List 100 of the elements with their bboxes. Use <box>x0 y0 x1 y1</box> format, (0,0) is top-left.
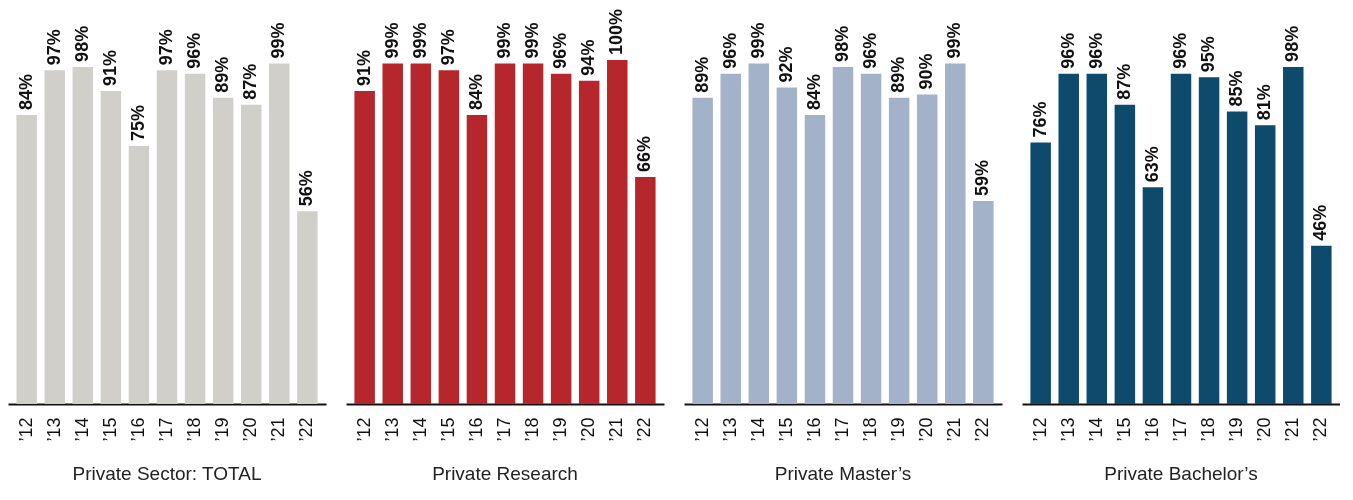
bar <box>888 97 910 404</box>
bar <box>1170 73 1192 404</box>
data-label: 99% <box>944 22 965 59</box>
x-tick-label: ’17 <box>156 417 176 442</box>
x-tick-label: ’17 <box>1170 417 1190 442</box>
text: Private Master’s <box>774 463 912 485</box>
x-tick-label: ’13 <box>1057 417 1078 442</box>
data-label: 89% <box>888 56 909 93</box>
bar <box>832 66 854 404</box>
data-label: 99% <box>747 22 768 59</box>
bar <box>184 73 206 404</box>
data-label: 92% <box>775 46 796 83</box>
bar <box>550 73 572 404</box>
data-label: 99% <box>409 22 430 59</box>
x-tick-label: ’16 <box>803 417 824 442</box>
text: Private Research <box>432 463 578 485</box>
bar <box>635 176 656 404</box>
x-tick-label: ’15 <box>1113 417 1134 442</box>
bar <box>410 63 432 404</box>
bar <box>240 104 262 404</box>
bar <box>16 115 37 404</box>
data-label: 97% <box>437 29 458 66</box>
bar <box>1254 125 1276 404</box>
data-label: 56% <box>296 170 317 207</box>
x-tick-label: ’13 <box>381 417 402 442</box>
x-tick-label: ’20 <box>1254 417 1275 442</box>
x-tick-label: ’17 <box>494 417 514 442</box>
x-tick-label: ’19 <box>888 417 909 442</box>
x-tick-label: ’22 <box>296 417 317 442</box>
bar <box>354 90 375 404</box>
x-tick-label: ’14 <box>1085 417 1106 442</box>
bar <box>720 73 741 404</box>
data-label: 46% <box>1310 204 1331 241</box>
x-tick-label: ’22 <box>1310 417 1331 442</box>
bar <box>860 73 882 404</box>
text: Private Sector: TOTAL <box>72 463 262 485</box>
data-label: 96% <box>550 32 571 69</box>
x-tick-label: ’22 <box>634 417 655 442</box>
data-label: 96% <box>860 32 881 69</box>
data-label: 97% <box>43 29 64 66</box>
bar <box>100 90 122 404</box>
data-label: 81% <box>1254 84 1275 121</box>
x-tick-label: ’22 <box>972 417 993 442</box>
x-tick-label: ’17 <box>832 417 852 442</box>
data-label: 87% <box>240 63 261 100</box>
x-tick-label: ’18 <box>522 417 543 442</box>
x-tick-label: ’20 <box>240 417 261 442</box>
x-tick-label: ’16 <box>465 417 486 442</box>
bar <box>297 211 318 404</box>
bar <box>438 70 460 404</box>
data-label: 90% <box>916 53 937 90</box>
bar <box>1198 77 1220 404</box>
bar <box>494 63 516 404</box>
data-label: 96% <box>719 32 740 69</box>
bar <box>776 87 798 404</box>
x-tick-label: ’19 <box>1226 417 1247 442</box>
data-label: 96% <box>1085 32 1106 69</box>
bar <box>382 63 403 404</box>
bar <box>1226 111 1248 404</box>
bar <box>212 97 234 404</box>
bar <box>1030 142 1051 404</box>
x-tick-label: ’19 <box>212 417 233 442</box>
data-label: 85% <box>1226 70 1247 107</box>
x-tick-label: ’21 <box>268 417 289 442</box>
bar <box>1086 73 1108 404</box>
data-label: 75% <box>127 104 148 141</box>
bar <box>578 80 600 404</box>
x-tick-label: ’21 <box>606 417 627 442</box>
data-label: 96% <box>1170 32 1190 69</box>
bar <box>1114 104 1136 404</box>
data-label: 96% <box>1057 32 1078 69</box>
data-label: 63% <box>1141 146 1162 183</box>
data-label: 96% <box>184 32 205 69</box>
x-tick-label: ’12 <box>15 417 36 442</box>
bar <box>128 146 150 404</box>
data-label: 84% <box>803 74 824 111</box>
x-tick-label: ’14 <box>409 417 430 442</box>
data-label: 99% <box>522 22 543 59</box>
data-label: 91% <box>99 49 120 86</box>
x-tick-label: ’13 <box>43 417 64 442</box>
bar <box>973 201 994 404</box>
data-label: 76% <box>1029 101 1050 138</box>
bar <box>1311 245 1332 404</box>
x-tick-label: ’18 <box>860 417 881 442</box>
bar <box>44 70 65 404</box>
bar <box>1283 66 1304 404</box>
x-tick-label: ’13 <box>719 417 740 442</box>
x-tick-label: ’21 <box>944 417 965 442</box>
bar <box>269 63 290 404</box>
bar <box>1058 73 1079 404</box>
bar <box>916 94 938 404</box>
data-label: 98% <box>71 25 92 62</box>
x-tick-label: ’19 <box>550 417 571 442</box>
data-label: 84% <box>15 74 36 111</box>
x-tick-label: ’12 <box>691 417 712 442</box>
bar <box>1142 187 1164 404</box>
data-label: 99% <box>381 22 402 59</box>
bar <box>607 60 628 404</box>
x-tick-label: ’16 <box>127 417 148 442</box>
data-label: 95% <box>1198 36 1219 73</box>
